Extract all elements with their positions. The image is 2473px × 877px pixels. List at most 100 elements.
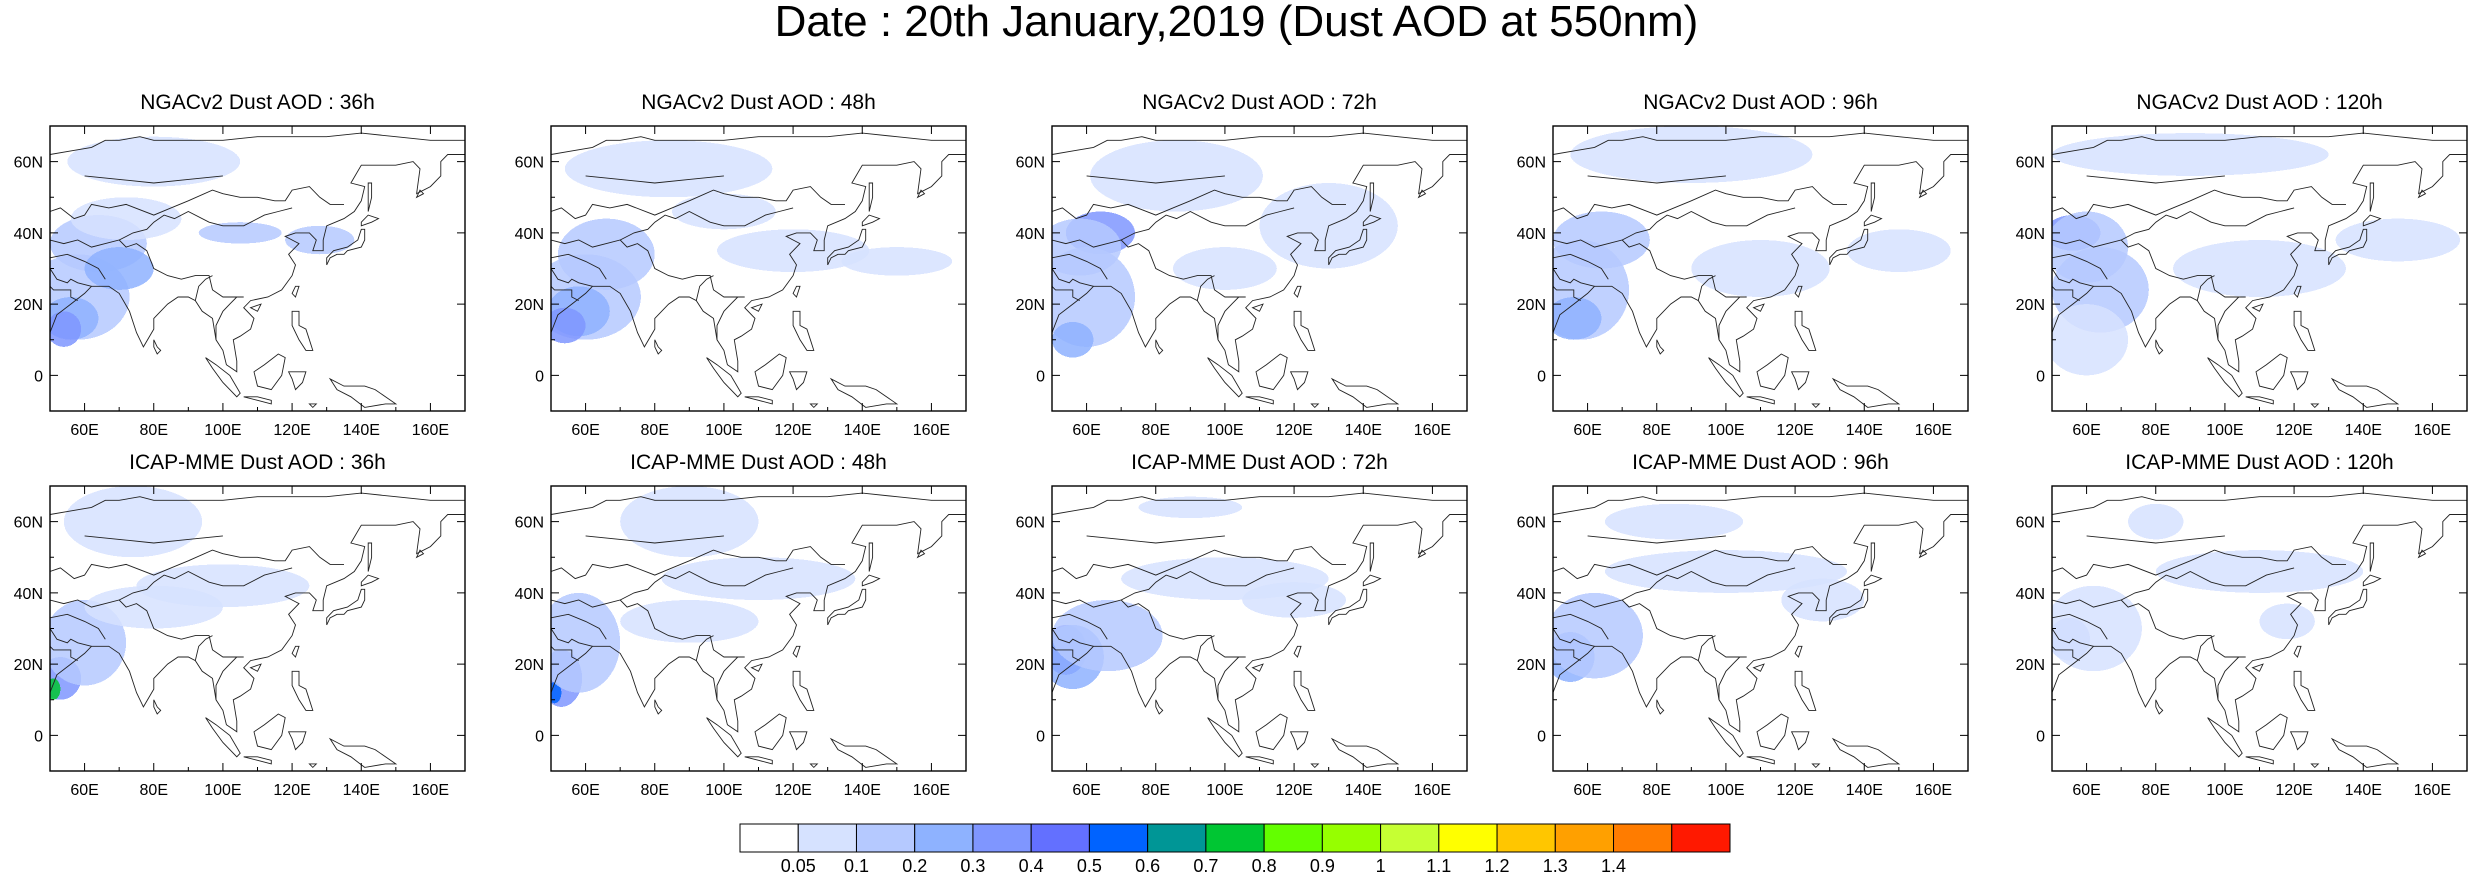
dust-area <box>551 592 621 693</box>
coastline <box>2196 275 2215 301</box>
island-outline <box>744 396 773 405</box>
dust-area <box>70 197 182 240</box>
panel-title: ICAP-MME Dust AOD : 72h <box>1131 451 1388 474</box>
island-outline <box>2245 756 2274 765</box>
lon-tick-label: 160E <box>2414 782 2451 799</box>
lon-tick-label: 140E <box>2345 422 2382 439</box>
coastline <box>1052 628 1094 647</box>
coastline <box>1052 546 1346 580</box>
island-outline <box>1255 353 1288 391</box>
island-outline <box>1752 303 1765 312</box>
lon-tick-label: 80E <box>641 422 669 439</box>
island-outline <box>1417 549 1427 559</box>
island-outline <box>1708 717 1744 758</box>
coastline <box>2217 656 2240 700</box>
colorbar-label: 1.1 <box>1426 856 1451 876</box>
map-panel: 60E 80E 100E 120E 140E 160E 0 20N 40N 60N <box>1016 485 1468 799</box>
dust-area <box>551 307 586 344</box>
lat-tick-label: 20N <box>2016 297 2045 314</box>
lat-tick-label: 40N <box>1016 586 1045 603</box>
lat-tick-label: 40N <box>14 226 43 243</box>
island-outline <box>2293 670 2316 711</box>
lon-tick-label: 160E <box>2414 422 2451 439</box>
panel-title: ICAP-MME Dust AOD : 120h <box>2125 451 2394 474</box>
colorbar-cell <box>1613 823 1673 853</box>
colorbar-label: 1 <box>1376 856 1386 876</box>
panel-title: ICAP-MME Dust AOD : 96h <box>1632 451 1889 474</box>
coastline <box>1587 175 1726 184</box>
lat-tick-label: 40N <box>1517 226 1546 243</box>
island-outline <box>1293 310 1316 351</box>
colorbar-cell <box>1321 823 1382 853</box>
dust-area <box>2052 133 2329 176</box>
island-outline <box>1245 756 1274 765</box>
island-outline <box>1289 731 1309 751</box>
dust-aod-field <box>551 140 953 344</box>
lat-tick-label: 0 <box>34 728 43 745</box>
lon-tick-label: 140E <box>844 782 881 799</box>
island-outline <box>326 228 366 266</box>
dust-area <box>1052 218 1122 276</box>
coastline <box>551 253 607 280</box>
colorbar-label: 1.4 <box>1601 856 1626 876</box>
coastline <box>50 186 344 220</box>
map-plot: 60E 80E 100E 120E 140E 160E 0 20N 40N 60N <box>1016 485 1468 799</box>
dust-area <box>285 225 355 255</box>
map-plot: 60E 80E 100E 120E 140E 160E 0 20N 40N 60N <box>2016 125 2468 439</box>
island-outline <box>792 285 801 298</box>
coastline <box>551 628 593 647</box>
coastline <box>1553 253 1609 280</box>
coastline <box>2052 546 2346 580</box>
lat-tick-label: 0 <box>2036 368 2045 385</box>
dust-area <box>557 218 655 290</box>
colorbar-cell <box>739 823 799 853</box>
lon-tick-label: 100E <box>1707 782 1744 799</box>
colorbar-cell <box>1438 823 1498 853</box>
island-outline <box>754 353 787 391</box>
island-outline <box>788 371 808 391</box>
island-outline <box>2207 357 2243 398</box>
island-outline <box>2255 353 2288 391</box>
lon-tick-label: 140E <box>343 422 380 439</box>
dust-aod-field <box>50 136 355 347</box>
dust-aod-field <box>1553 126 1951 340</box>
lat-tick-label: 20N <box>14 297 43 314</box>
coastline <box>2052 628 2094 647</box>
island-outline <box>1656 699 1665 715</box>
coastline <box>695 275 714 301</box>
island-outline <box>809 403 819 409</box>
lon-tick-label: 120E <box>1776 422 1813 439</box>
lat-tick-label: 60N <box>1517 155 1546 172</box>
island-outline <box>367 182 373 212</box>
island-outline <box>654 699 663 715</box>
map-panel: 60E 80E 100E 120E 140E 160E 0 20N 40N 60N <box>2016 125 2468 439</box>
coastlines <box>50 132 465 409</box>
island-outline <box>1362 214 1382 227</box>
map-plot: 60E 80E 100E 120E 140E 160E 0 20N 40N 60N <box>1517 485 1969 799</box>
coastline <box>1553 154 1968 373</box>
lon-tick-label: 120E <box>774 422 811 439</box>
island-outline <box>1794 285 1803 298</box>
dust-area <box>1553 592 1643 679</box>
coastline <box>118 567 293 601</box>
island-outline <box>1811 403 1821 409</box>
island-outline <box>1756 713 1789 751</box>
coastline <box>2086 535 2225 544</box>
island-outline <box>2310 763 2320 769</box>
dust-aod-field <box>1553 503 1865 682</box>
coastline <box>2052 154 2467 373</box>
island-outline <box>291 285 300 298</box>
dust-area <box>67 136 241 187</box>
lon-tick-label: 80E <box>641 782 669 799</box>
lat-tick-label: 20N <box>2016 657 2045 674</box>
dust-area <box>1570 126 1813 183</box>
island-outline <box>326 588 366 626</box>
island-outline <box>1369 542 1375 572</box>
lat-tick-label: 0 <box>535 728 544 745</box>
coastline <box>1052 253 1108 280</box>
island-outline <box>1790 731 1810 751</box>
island-outline <box>2255 713 2288 751</box>
colorbar-label: 0.2 <box>902 856 927 876</box>
coastline <box>1621 567 1796 601</box>
colorbar-label: 0.9 <box>1310 856 1335 876</box>
